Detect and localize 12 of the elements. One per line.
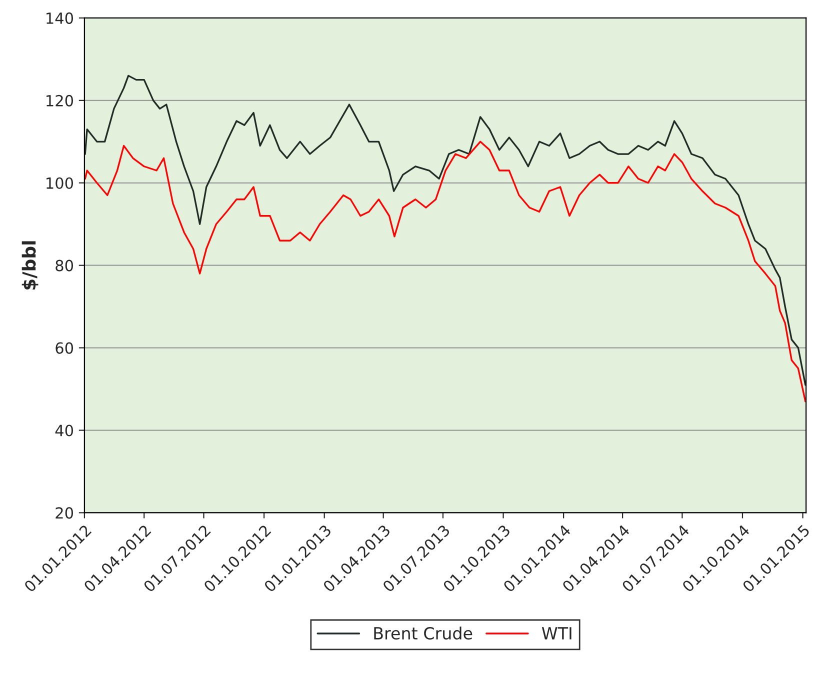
y-axis-title: $/bbl (22, 241, 38, 290)
y-tick-label: 80 (56, 260, 74, 272)
y-tick-label: 20 (56, 507, 74, 519)
y-tick-label: 40 (55, 424, 74, 436)
legend-label: Brent Crude (374, 626, 472, 640)
y-tick-label: 60 (56, 342, 74, 354)
y-tick-label: 120 (46, 94, 74, 106)
y-tick-label: 140 (46, 12, 74, 24)
legend-label: WTI (542, 627, 572, 640)
line-series (84, 140, 806, 402)
line-series (84, 74, 806, 386)
y-tick-label: 100 (46, 177, 74, 189)
